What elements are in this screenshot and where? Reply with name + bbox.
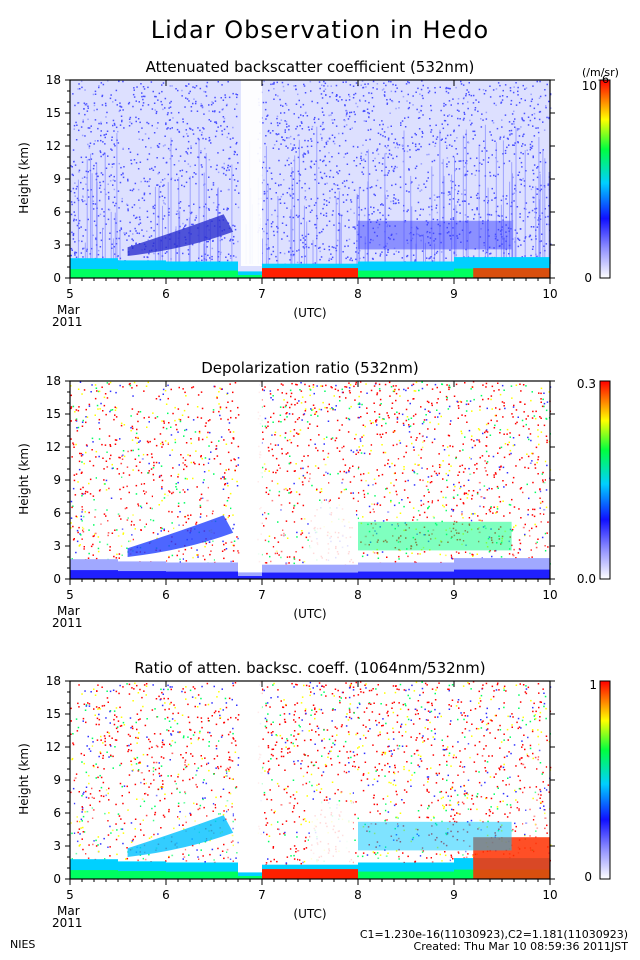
x-tick-label: 6 (162, 588, 170, 602)
panel-title: Depolarization ratio (532nm) (201, 359, 419, 377)
panel-depolarization: Depolarization ratio (532nm) 5 6 7 8 9 10 0 3 6 9… (17, 359, 611, 630)
y-tick-label: 0 (53, 271, 61, 285)
y-tick-label: 15 (46, 407, 61, 421)
y-tick-label: 9 (53, 172, 61, 186)
colorbar (599, 680, 611, 880)
panel-title: Attenuated backscatter coefficient (532n… (146, 58, 475, 76)
heatmap-plot: 5 6 7 8 9 10 0 3 6 9 12 15 18 (46, 674, 558, 902)
footer-org: NIES (10, 938, 35, 951)
x-tick-label: 8 (354, 588, 362, 602)
panel-color-ratio: Ratio of atten. backsc. coeff. (1064nm/5… (17, 659, 611, 930)
y-axis-label: Height (km) (17, 743, 31, 814)
x-tick-label: 5 (66, 588, 74, 602)
colorbar-min-label: 0 (584, 870, 592, 884)
colorbar-min-label: 0.0 (577, 572, 596, 586)
x-tick-label: 6 (162, 287, 170, 301)
y-tick-label: 3 (53, 539, 61, 553)
x-tick-label: 7 (258, 588, 266, 602)
y-tick-label: 15 (46, 106, 61, 120)
x-start-year: 2011 (52, 616, 83, 630)
y-tick-label: 0 (53, 572, 61, 586)
x-tick-label: 9 (450, 888, 458, 902)
heatmap-cells (70, 381, 552, 579)
x-start-year: 2011 (52, 315, 83, 329)
y-tick-label: 3 (53, 839, 61, 853)
colorbar-max-label: 1 (589, 678, 597, 692)
y-tick-label: 12 (46, 440, 61, 454)
footer-calibration: C1=1.230e-16(11030923),C2=1.181(11030923… (360, 928, 628, 941)
heatmap-cells (70, 681, 552, 879)
panel-backscatter: Attenuated backscatter coefficient (532n… (17, 58, 619, 329)
colorbar (599, 380, 611, 580)
x-start-month: Mar (57, 904, 80, 918)
x-tick-label: 5 (66, 888, 74, 902)
x-tick-label: 7 (258, 287, 266, 301)
y-axis-label: Height (km) (17, 142, 31, 213)
heatmap-cells (70, 80, 552, 278)
page-title: Lidar Observation in Hedo (151, 16, 490, 44)
y-tick-label: 6 (53, 806, 61, 820)
y-tick-label: 18 (46, 674, 61, 688)
colorbar-exponent: -6 (598, 73, 609, 86)
y-tick-label: 12 (46, 139, 61, 153)
y-tick-label: 18 (46, 374, 61, 388)
x-tick-label: 9 (450, 287, 458, 301)
x-tick-label: 10 (542, 888, 557, 902)
x-tick-label: 9 (450, 588, 458, 602)
x-axis-label: (UTC) (293, 907, 326, 921)
panel-title: Ratio of atten. backsc. coeff. (1064nm/5… (134, 659, 485, 677)
y-tick-label: 6 (53, 506, 61, 520)
x-axis-label: (UTC) (293, 607, 326, 621)
x-tick-label: 5 (66, 287, 74, 301)
x-tick-label: 7 (258, 888, 266, 902)
y-axis-label: Height (km) (17, 443, 31, 514)
x-tick-label: 8 (354, 888, 362, 902)
y-tick-label: 18 (46, 73, 61, 87)
x-start-year: 2011 (52, 916, 83, 930)
x-tick-label: 6 (162, 888, 170, 902)
x-tick-label: 8 (354, 287, 362, 301)
x-start-month: Mar (57, 604, 80, 618)
heatmap-plot: 5 6 7 8 9 10 0 3 6 9 12 15 18 (46, 374, 558, 602)
heatmap-plot: 5 6 7 8 9 10 0 3 6 9 12 15 18 (46, 73, 558, 301)
x-start-month: Mar (57, 303, 80, 317)
colorbar-max-label: 0.3 (577, 377, 596, 391)
x-tick-label: 10 (542, 287, 557, 301)
y-tick-label: 9 (53, 773, 61, 787)
y-tick-label: 0 (53, 872, 61, 886)
colorbar-max-label: 10 (582, 79, 597, 93)
colorbar-unit: (/m/sr) (582, 66, 619, 79)
footer-created: Created: Thu Mar 10 08:59:36 2011JST (414, 940, 629, 953)
y-tick-label: 12 (46, 740, 61, 754)
y-tick-label: 3 (53, 238, 61, 252)
y-tick-label: 15 (46, 707, 61, 721)
colorbar (599, 79, 611, 279)
x-tick-label: 10 (542, 588, 557, 602)
colorbar-min-label: 0 (584, 271, 592, 285)
y-tick-label: 9 (53, 473, 61, 487)
x-axis-label: (UTC) (293, 306, 326, 320)
y-tick-label: 6 (53, 205, 61, 219)
